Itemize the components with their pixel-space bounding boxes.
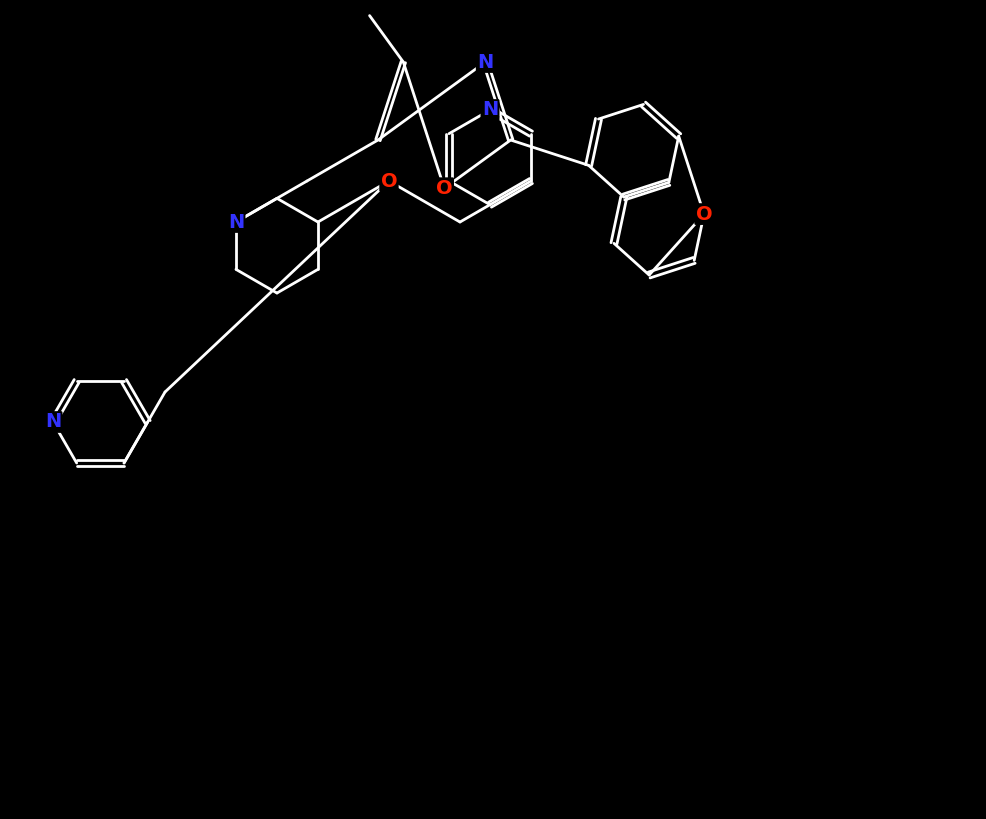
Text: N: N	[44, 413, 61, 432]
Text: N: N	[228, 212, 244, 232]
Text: O: O	[381, 171, 397, 191]
Text: O: O	[436, 179, 453, 197]
Text: O: O	[695, 205, 712, 224]
Text: N: N	[481, 101, 498, 120]
Text: N: N	[476, 52, 493, 71]
